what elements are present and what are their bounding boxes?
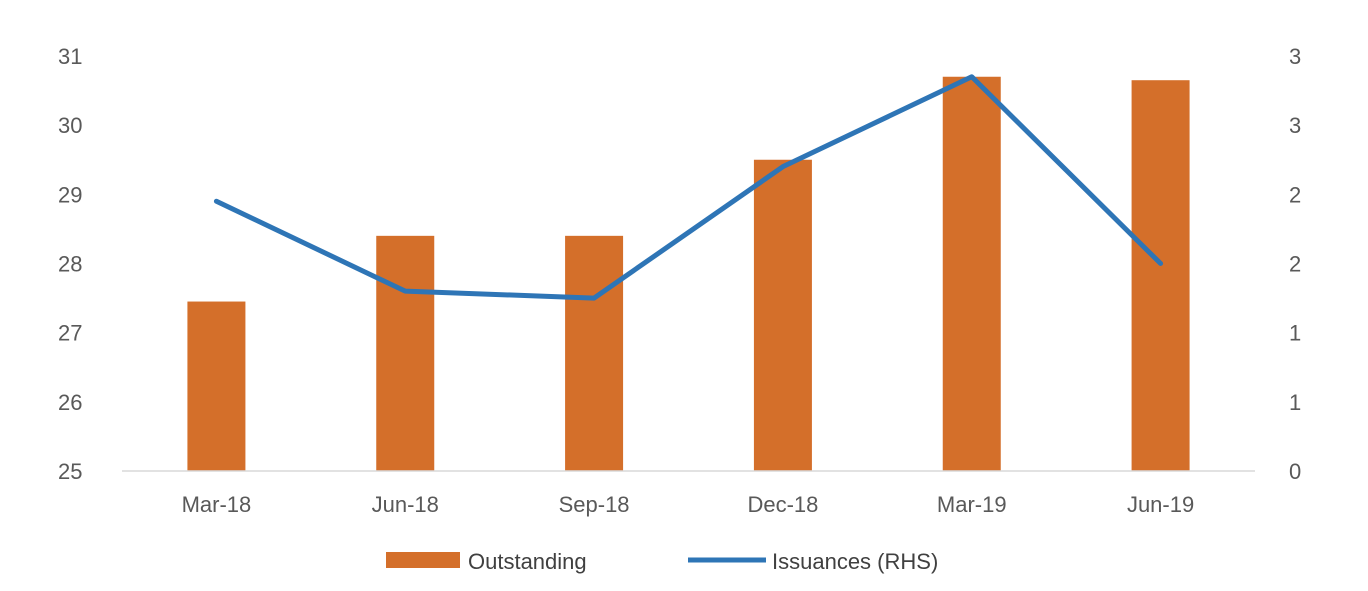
left-tick-label: 25 [58,459,82,484]
bar-outstanding [187,301,246,471]
left-tick-label: 29 [58,182,82,207]
left-tick-label: 31 [58,44,82,69]
legend-label-issuances: Issuances (RHS) [772,549,938,574]
x-tick-label: Sep-18 [559,492,630,517]
x-tick-label: Mar-18 [182,492,252,517]
right-tick-label: 2 [1289,252,1301,277]
line-series [213,74,1164,301]
x-tick-label: Jun-18 [372,492,439,517]
left-tick-label: 27 [58,321,82,346]
line-issuances [213,74,1164,301]
left-tick-label: 30 [58,113,82,138]
bar-outstanding [753,159,812,471]
right-tick-label: 3 [1289,44,1301,69]
x-tick-label: Jun-19 [1127,492,1194,517]
right-axis-ticks: 0 1 1 2 2 3 3 [1289,44,1301,484]
left-tick-label: 28 [58,252,82,277]
legend-swatch-outstanding [386,552,460,568]
bar-outstanding [942,76,1001,471]
right-tick-label: 2 [1289,182,1301,207]
x-axis-ticks: Mar-18 Jun-18 Sep-18 Dec-18 Mar-19 Jun-19 [182,492,1195,517]
legend: Outstanding Issuances (RHS) [386,549,938,574]
right-tick-label: 1 [1289,390,1301,415]
right-tick-label: 3 [1289,113,1301,138]
x-tick-label: Mar-19 [937,492,1007,517]
bar-series [187,76,1190,471]
bar-outstanding [376,235,435,471]
bar-outstanding [1131,80,1190,471]
x-tick-label: Dec-18 [747,492,818,517]
right-tick-label: 1 [1289,321,1301,346]
legend-label-outstanding: Outstanding [468,549,587,574]
left-axis-ticks: 25 26 27 28 29 30 31 [58,44,82,484]
right-tick-label: 0 [1289,459,1301,484]
left-tick-label: 26 [58,390,82,415]
bar-outstanding [565,235,624,471]
